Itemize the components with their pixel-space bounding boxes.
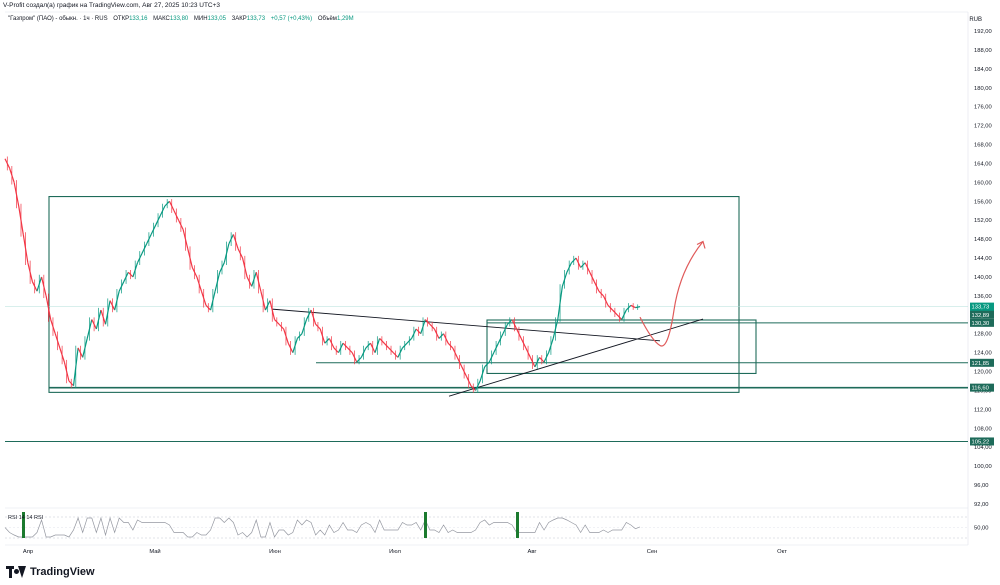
low-value: 133,05	[207, 16, 226, 22]
rsi-level-label: 50,00	[974, 526, 989, 532]
rsi-line	[4, 516, 641, 538]
volume-value: 1,29M	[336, 16, 354, 22]
y-tick-label: 96,00	[974, 483, 989, 489]
x-tick-label: Окт	[777, 549, 787, 555]
high-value: 133,80	[169, 16, 189, 22]
y-tick-label: 108,00	[974, 426, 992, 432]
rsi-signal-bar	[516, 512, 519, 538]
x-tick-label: Май	[149, 548, 160, 555]
close-label: ЗАКР	[231, 16, 247, 22]
y-tick-label: 192,00	[974, 29, 992, 35]
y-tick-label: 104,00	[974, 445, 992, 451]
open-label: ОТКР	[113, 16, 130, 22]
price-badge-label: 121,85	[972, 361, 990, 367]
price-badge-label: 130,30	[972, 321, 990, 327]
y-tick-label: 136,00	[974, 294, 992, 300]
price-badge	[970, 318, 994, 327]
high-label: МАКС	[153, 16, 170, 22]
y-tick-label: 120,00	[974, 370, 992, 376]
y-tick-label: 92,00	[974, 502, 989, 508]
y-tick-label: 172,00	[974, 124, 992, 130]
open-value: 133,16	[129, 16, 148, 22]
price-badge-label: 116,60	[972, 386, 989, 392]
price-badge-label: 132,89	[972, 313, 990, 319]
forecast-arrow	[639, 241, 704, 347]
y-tick-label: 156,00	[974, 199, 992, 205]
y-tick-label: 164,00	[974, 161, 992, 167]
x-tick-label: Июл	[389, 549, 401, 555]
price-badge-label: 105,22	[972, 439, 990, 445]
change-value: +0,57 (+0,43%)	[270, 16, 313, 22]
currency-label[interactable]: RUB	[969, 17, 982, 23]
volume-label: Объём	[317, 16, 337, 22]
y-tick-label: 140,00	[974, 275, 992, 281]
x-tick-label: Сен	[647, 549, 658, 555]
y-tick-label: 184,00	[974, 67, 992, 73]
price-badge-label: 133,73	[972, 305, 990, 311]
symbol-name[interactable]: "Газпром" (ПАО) - обыкн. · 1ч · RUS	[8, 16, 108, 22]
low-label: МИН	[193, 16, 208, 22]
price-badge	[970, 437, 994, 446]
y-tick-label: 124,00	[974, 351, 992, 357]
y-tick-label: 188,00	[974, 48, 992, 54]
y-tick-label: 100,00	[974, 464, 992, 470]
y-tick-label: 148,00	[974, 237, 992, 243]
price-badge	[970, 310, 994, 319]
trendline-support	[448, 318, 704, 397]
price-badge	[970, 383, 994, 392]
rsi-indicator-label[interactable]: RSI 14 14 RSI	[8, 515, 44, 521]
chart-attribution: V-Profit создал(а) график на TradingView…	[3, 2, 221, 9]
x-tick-label: Апр	[23, 549, 33, 555]
consolidation-box	[486, 319, 757, 375]
y-tick-label: 160,00	[974, 180, 992, 186]
tradingview-footer: TradingView	[6, 565, 95, 579]
y-tick-label: 180,00	[974, 86, 992, 92]
price-badge	[970, 358, 994, 367]
y-tick-label: 144,00	[974, 256, 992, 262]
y-tick-label: 176,00	[974, 105, 992, 111]
price-badge	[970, 302, 994, 311]
symbol-legend: "Газпром" (ПАО) - обыкн. · 1ч · RUS ОТКР…	[8, 16, 354, 22]
tradingview-logo-icon	[6, 566, 26, 578]
brand-name: TradingView	[30, 566, 95, 578]
y-tick-label: 128,00	[974, 332, 992, 338]
forecast-arrowhead	[696, 240, 706, 249]
x-tick-label: Июн	[269, 549, 281, 555]
y-tick-label: 168,00	[974, 143, 992, 149]
range-box	[48, 196, 740, 393]
close-value: 133,73	[246, 16, 266, 22]
trendline-resistance	[271, 308, 661, 342]
y-tick-label: 112,00	[974, 407, 991, 413]
rsi-signal-bar	[424, 512, 427, 538]
x-tick-label: Авг	[527, 549, 536, 555]
y-tick-label: 152,00	[974, 218, 992, 224]
rsi-signal-bar	[22, 512, 25, 538]
